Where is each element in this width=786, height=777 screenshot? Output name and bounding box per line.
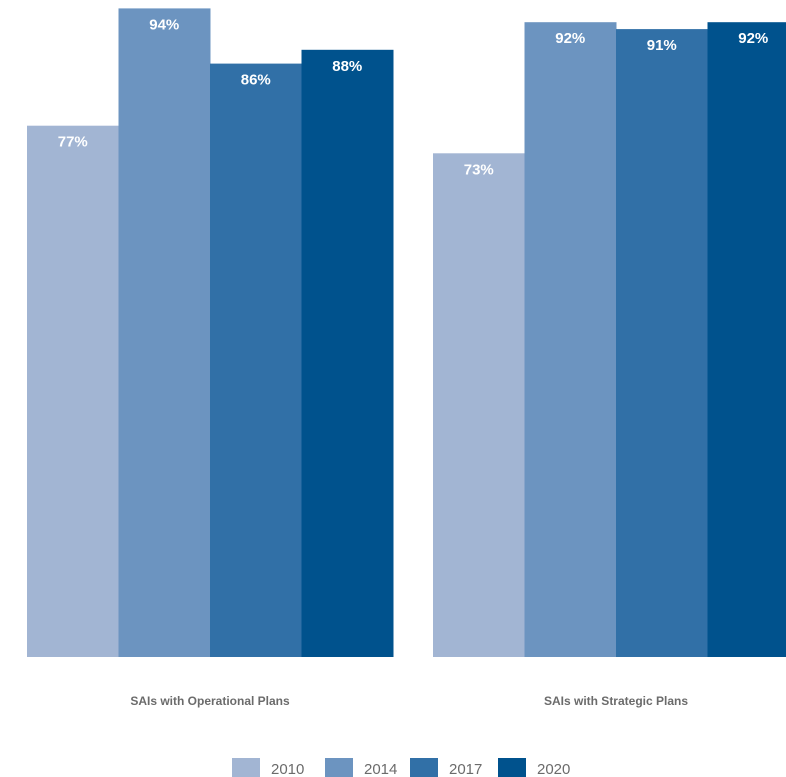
bar-2010-group-2 [433,153,525,658]
data-label-2017-group-1: 86% [241,72,271,89]
bar-2020-group-2 [707,22,786,657]
legend-swatch-2010 [232,758,260,777]
legend-label-2017: 2017 [449,761,482,777]
data-label-2014-group-1: 94% [149,16,179,33]
legend-label-2010: 2010 [271,761,304,777]
data-label-2010-group-2: 73% [464,161,494,178]
legend-label-2014: 2014 [364,761,397,777]
bar-2014-group-1 [118,8,211,657]
bar-2017-group-1 [210,63,302,658]
bar-2017-group-2 [616,29,708,658]
legend-swatch-2020 [498,758,526,777]
data-label-2020-group-1: 88% [332,58,362,75]
data-label-2020-group-2: 92% [738,30,768,47]
bar-2010-group-1 [27,125,119,657]
legend-swatch-2017 [410,758,438,777]
bar-2014-group-2 [524,22,617,657]
category-label-2: SAIs with Strategic Plans [544,694,688,708]
data-label-2017-group-2: 91% [647,37,677,54]
legend-swatch-2014 [325,758,353,777]
data-label-2010-group-1: 77% [58,134,88,151]
data-label-2014-group-2: 92% [555,30,585,47]
category-label-1: SAIs with Operational Plans [130,694,290,708]
bar-2020-group-1 [301,49,394,658]
legend-label-2020: 2020 [537,761,570,777]
